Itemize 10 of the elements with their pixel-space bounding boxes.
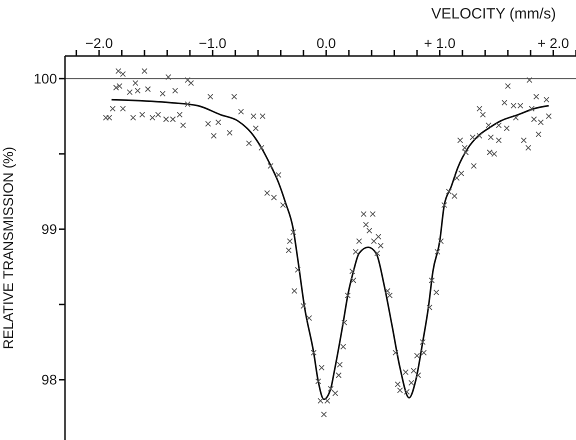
y-tick-label: 98 <box>41 372 58 388</box>
x-axis-title: VELOCITY (mm/s) <box>431 6 556 23</box>
x-tick-label: −1.0 <box>198 35 227 51</box>
x-tick-label: + 2.0 <box>538 35 570 51</box>
x-tick-label: −2.0 <box>85 35 114 51</box>
x-tick-label: 0.0 <box>316 35 336 51</box>
y-axis-title: RELATIVE TRANSMISSION (%) <box>0 146 16 350</box>
y-tick-label: 100 <box>34 70 58 87</box>
x-tick-label: + 1.0 <box>424 35 456 51</box>
y-tick-label: 99 <box>41 221 58 238</box>
